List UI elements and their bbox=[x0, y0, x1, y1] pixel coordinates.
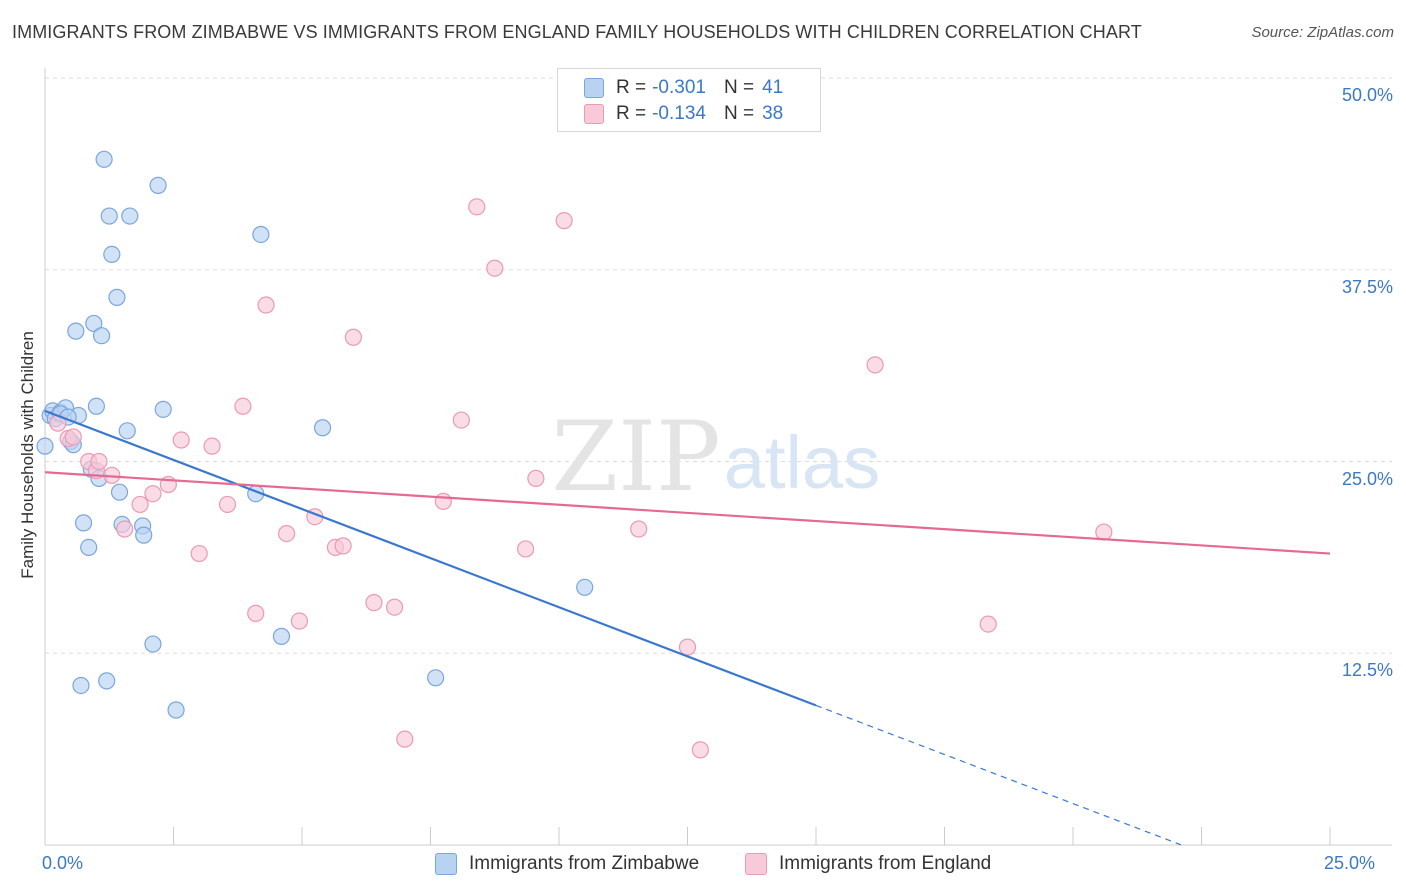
zimbabwe-point bbox=[92, 327, 111, 345]
grid-lines bbox=[45, 77, 1392, 654]
england-point bbox=[344, 328, 362, 346]
zimbabwe-point bbox=[67, 322, 85, 340]
n-value-england: 38 bbox=[762, 103, 784, 124]
england-point bbox=[218, 495, 237, 514]
legend-row-england: R = -0.134 N = 38 bbox=[584, 102, 783, 126]
watermark-atlas: atlas bbox=[724, 421, 880, 504]
england-point bbox=[516, 540, 535, 558]
zimbabwe-point bbox=[100, 207, 118, 225]
england-point bbox=[385, 598, 404, 616]
england-point bbox=[555, 212, 573, 230]
r-label: R = bbox=[616, 77, 647, 98]
england-point bbox=[290, 612, 309, 630]
england-point bbox=[257, 296, 275, 314]
watermark-zip: ZIP bbox=[551, 401, 720, 513]
x-tick-label-min: 0.0% bbox=[42, 853, 84, 873]
watermark: ZIP atlas bbox=[551, 401, 880, 513]
zimbabwe-point bbox=[154, 400, 172, 418]
zimbabwe-point bbox=[72, 676, 90, 695]
zimbabwe-point bbox=[36, 437, 54, 455]
england-point bbox=[434, 492, 452, 510]
england-point bbox=[691, 741, 709, 759]
zimbabwe-point bbox=[167, 701, 185, 719]
n-value-zimbabwe: 41 bbox=[762, 77, 784, 98]
zimbabwe-point bbox=[144, 635, 162, 653]
england-point bbox=[247, 604, 265, 622]
england-point bbox=[131, 495, 149, 514]
y-tick-label: 50.0% bbox=[1341, 85, 1393, 105]
zimbabwe-point bbox=[103, 245, 121, 264]
zimbabwe-point bbox=[74, 514, 93, 532]
series-legend-zimbabwe: Immigrants from Zimbabwe bbox=[435, 852, 699, 876]
zimbabwe-point bbox=[149, 176, 167, 194]
england-point bbox=[486, 259, 504, 277]
england-point bbox=[172, 431, 190, 449]
n-label: N = bbox=[723, 103, 755, 124]
data-points bbox=[36, 150, 1113, 759]
zimbabwe-point bbox=[252, 225, 270, 244]
zimbabwe-point bbox=[118, 422, 136, 440]
zimbabwe-point bbox=[80, 538, 98, 557]
england-point bbox=[144, 485, 162, 503]
england-point bbox=[468, 198, 486, 216]
england-point bbox=[203, 437, 221, 455]
england-point bbox=[277, 524, 296, 543]
zimbabwe-swatch bbox=[584, 78, 604, 98]
series-legend-england: Immigrants from England bbox=[745, 852, 991, 876]
england-point bbox=[396, 730, 414, 748]
zimbabwe-point bbox=[87, 397, 106, 415]
zimbabwe-point bbox=[576, 578, 594, 596]
england-point bbox=[678, 638, 697, 656]
zimbabwe-point bbox=[135, 526, 153, 544]
y-tick-label: 12.5% bbox=[1341, 660, 1393, 681]
zimbabwe-trend-line bbox=[44, 409, 817, 707]
england-point bbox=[1095, 523, 1113, 541]
zimbabwe-point bbox=[427, 669, 445, 687]
england-point bbox=[90, 452, 108, 471]
zimbabwe-legend-label: Immigrants from Zimbabwe bbox=[469, 853, 700, 874]
england-point bbox=[527, 469, 545, 487]
zimbabwe-point bbox=[272, 627, 291, 645]
y-tick-label: 37.5% bbox=[1341, 276, 1393, 297]
zimbabwe-point bbox=[108, 288, 126, 306]
zimbabwe-point bbox=[95, 150, 113, 168]
r-label: R = bbox=[616, 103, 647, 124]
axes bbox=[44, 68, 1392, 846]
r-value-zimbabwe: -0.301 bbox=[652, 77, 706, 98]
y-tick-label: 25.0% bbox=[1341, 468, 1393, 489]
trend-lines bbox=[44, 409, 1331, 846]
zimbabwe-point bbox=[85, 314, 103, 333]
source-credit: Source: ZipAtlas.com bbox=[1251, 24, 1394, 41]
chart-title: IMMIGRANTS FROM ZIMBABWE VS IMMIGRANTS F… bbox=[12, 22, 1142, 42]
england-point bbox=[365, 594, 383, 612]
england-point bbox=[234, 397, 252, 415]
england-point bbox=[334, 537, 352, 555]
zimbabwe-point bbox=[121, 207, 139, 225]
legend-row-zimbabwe: R = -0.301 N = 41 bbox=[584, 76, 783, 100]
england-legend-label: Immigrants from England bbox=[779, 853, 992, 874]
r-value-england: -0.134 bbox=[652, 103, 706, 124]
england-legend-swatch bbox=[745, 853, 767, 875]
zimbabwe-point bbox=[98, 672, 116, 690]
england-swatch bbox=[584, 104, 604, 124]
england-point bbox=[979, 615, 997, 633]
england-trend-line bbox=[44, 471, 1331, 555]
england-point bbox=[64, 428, 82, 446]
england-point bbox=[452, 411, 470, 429]
england-point bbox=[190, 544, 208, 563]
correlation-legend: R = -0.301 N = 41 R = -0.134 N = 38 bbox=[557, 68, 821, 132]
zimbabwe-trend-extension bbox=[815, 704, 1182, 846]
england-point bbox=[116, 520, 134, 538]
zimbabwe-point bbox=[110, 483, 129, 501]
x-tick-label-max: 25.0% bbox=[1324, 853, 1376, 873]
england-point bbox=[630, 520, 648, 538]
n-label: N = bbox=[723, 77, 755, 98]
zimbabwe-legend-swatch bbox=[435, 853, 457, 875]
england-point bbox=[866, 356, 884, 374]
zimbabwe-point bbox=[313, 419, 332, 437]
